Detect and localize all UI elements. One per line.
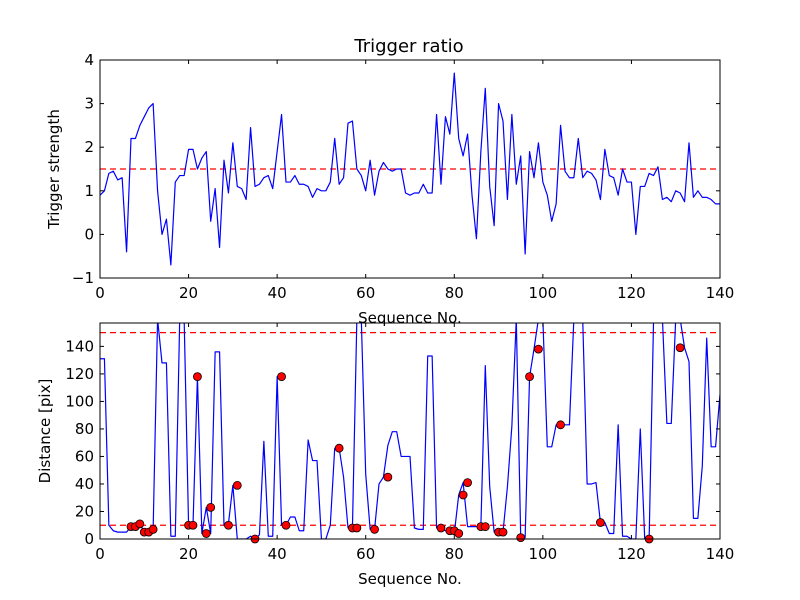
distance-y-tick-label: 140 bbox=[65, 337, 94, 355]
trigger-y-tick-label: 0 bbox=[84, 225, 94, 243]
trigger-chart-title: Trigger ratio bbox=[353, 36, 463, 57]
distance-marker-point bbox=[436, 523, 446, 533]
trigger-y-tick-label: −1 bbox=[72, 269, 94, 287]
distance-marker-point bbox=[201, 529, 211, 538]
distance-y-tick-label: 20 bbox=[75, 502, 94, 520]
distance-y-tick-label: 60 bbox=[75, 447, 94, 465]
trigger-y-tick-label: 2 bbox=[84, 138, 94, 156]
distance-y-tick-label: 0 bbox=[84, 530, 94, 548]
distance-threshold-lines bbox=[100, 332, 720, 526]
distance-x-tick-label: 60 bbox=[356, 545, 375, 563]
distance-marker-point bbox=[525, 372, 534, 382]
distance-marker-point bbox=[277, 372, 286, 382]
distance-marker-point bbox=[383, 472, 393, 482]
trigger-x-tick-label: 40 bbox=[268, 284, 287, 302]
distance-marker-point bbox=[206, 502, 216, 512]
distance-marker-point bbox=[454, 529, 464, 538]
distance-marker-point bbox=[534, 344, 543, 354]
distance-x-tick-label: 120 bbox=[617, 545, 646, 563]
trigger-x-tick-label: 100 bbox=[529, 284, 558, 302]
distance-y-tick-label: 80 bbox=[75, 420, 94, 438]
distance-marker-point bbox=[281, 520, 291, 530]
distance-marker-point bbox=[188, 520, 198, 530]
trigger-x-tick-label: 20 bbox=[179, 284, 198, 302]
distance-marker-point bbox=[516, 533, 526, 543]
distance-marker-point bbox=[352, 523, 362, 533]
distance-marker-point bbox=[596, 518, 605, 527]
distance-marker-point bbox=[498, 527, 508, 537]
trigger-x-axis-label: Sequence No. bbox=[358, 309, 462, 327]
distance-x-axis-label: Sequence No. bbox=[358, 570, 462, 588]
distance-y-tick-label: 120 bbox=[65, 365, 94, 383]
trigger-series-line bbox=[100, 72, 720, 266]
distance-x-tick-label: 140 bbox=[706, 545, 735, 563]
trigger-y-tick-label: 1 bbox=[84, 182, 94, 200]
distance-marker-point bbox=[370, 524, 379, 534]
distance-x-tick-label: 20 bbox=[179, 545, 198, 563]
trigger-y-tick-label: 4 bbox=[84, 51, 94, 69]
distance-markers-group bbox=[126, 343, 685, 544]
distance-y-ticks: 0 20 40 60 80 100 120 140 bbox=[65, 337, 720, 548]
trigger-x-tick-label: 140 bbox=[706, 284, 735, 302]
trigger-x-tick-label: 0 bbox=[95, 284, 105, 302]
distance-series-line bbox=[100, 323, 720, 539]
distance-marker-point bbox=[135, 519, 145, 529]
distance-marker-point bbox=[556, 420, 565, 430]
distance-marker-point bbox=[463, 478, 472, 487]
distance-marker-point bbox=[675, 343, 685, 353]
distance-x-tick-label: 0 bbox=[95, 545, 105, 563]
distance-marker-point bbox=[232, 480, 242, 490]
trigger-x-ticks: 0 20 40 60 80 100 120 140 bbox=[95, 60, 734, 302]
distance-x-tick-label: 40 bbox=[268, 545, 287, 563]
distance-x-tick-label: 80 bbox=[445, 545, 464, 563]
distance-y-tick-label: 40 bbox=[75, 475, 94, 493]
distance-y-tick-label: 100 bbox=[65, 392, 94, 410]
distance-marker-point bbox=[458, 490, 468, 500]
trigger-ratio-panel: Trigger ratio Sequence No. Trigger stren… bbox=[45, 36, 734, 327]
distance-series-group bbox=[100, 323, 720, 539]
distance-marker-point bbox=[224, 520, 233, 530]
trigger-y-tick-label: 3 bbox=[84, 95, 94, 113]
trigger-x-tick-label: 120 bbox=[617, 284, 646, 302]
distance-marker-point bbox=[334, 443, 344, 453]
trigger-y-axis-label: Trigger strength bbox=[45, 109, 63, 230]
distance-y-axis-label: Distance [pix] bbox=[36, 379, 54, 484]
trigger-x-tick-label: 80 bbox=[445, 284, 464, 302]
trigger-y-ticks: −1 0 1 2 3 4 bbox=[72, 51, 720, 287]
trigger-plot-frame bbox=[99, 59, 721, 279]
distance-marker-point bbox=[148, 524, 158, 534]
distance-marker-point bbox=[480, 522, 490, 532]
trigger-series-group bbox=[100, 72, 720, 266]
distance-plot-frame bbox=[99, 322, 721, 540]
distance-panel: Sequence No. Distance [pix] 0 20 40 60 80 100… bbox=[36, 322, 734, 588]
trigger-x-tick-label: 60 bbox=[356, 284, 375, 302]
distance-marker-point bbox=[193, 372, 202, 382]
distance-x-ticks: 0 20 40 60 80 100 120 140 bbox=[95, 323, 734, 563]
distance-x-tick-label: 100 bbox=[529, 545, 558, 563]
